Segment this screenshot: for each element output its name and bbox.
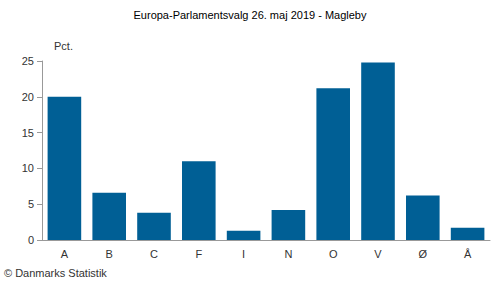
svg-text:20: 20 (22, 91, 34, 103)
svg-text:5: 5 (28, 198, 34, 210)
svg-text:© Danmarks Statistik: © Danmarks Statistik (4, 267, 107, 279)
svg-text:F: F (195, 248, 202, 260)
svg-text:V: V (374, 248, 382, 260)
svg-text:A: A (61, 248, 69, 260)
svg-text:Europa-Parlamentsvalg 26. maj: Europa-Parlamentsvalg 26. maj 2019 - Mag… (134, 9, 367, 21)
svg-text:25: 25 (22, 55, 34, 67)
svg-text:Å: Å (464, 248, 472, 260)
svg-text:0: 0 (28, 234, 34, 246)
svg-text:15: 15 (22, 127, 34, 139)
svg-text:C: C (150, 248, 158, 260)
svg-text:Pct.: Pct. (54, 40, 73, 52)
svg-text:10: 10 (22, 162, 34, 174)
svg-text:B: B (106, 248, 113, 260)
svg-text:Ø: Ø (419, 248, 428, 260)
svg-text:I: I (242, 248, 245, 260)
svg-text:O: O (329, 248, 338, 260)
svg-text:N: N (284, 248, 292, 260)
